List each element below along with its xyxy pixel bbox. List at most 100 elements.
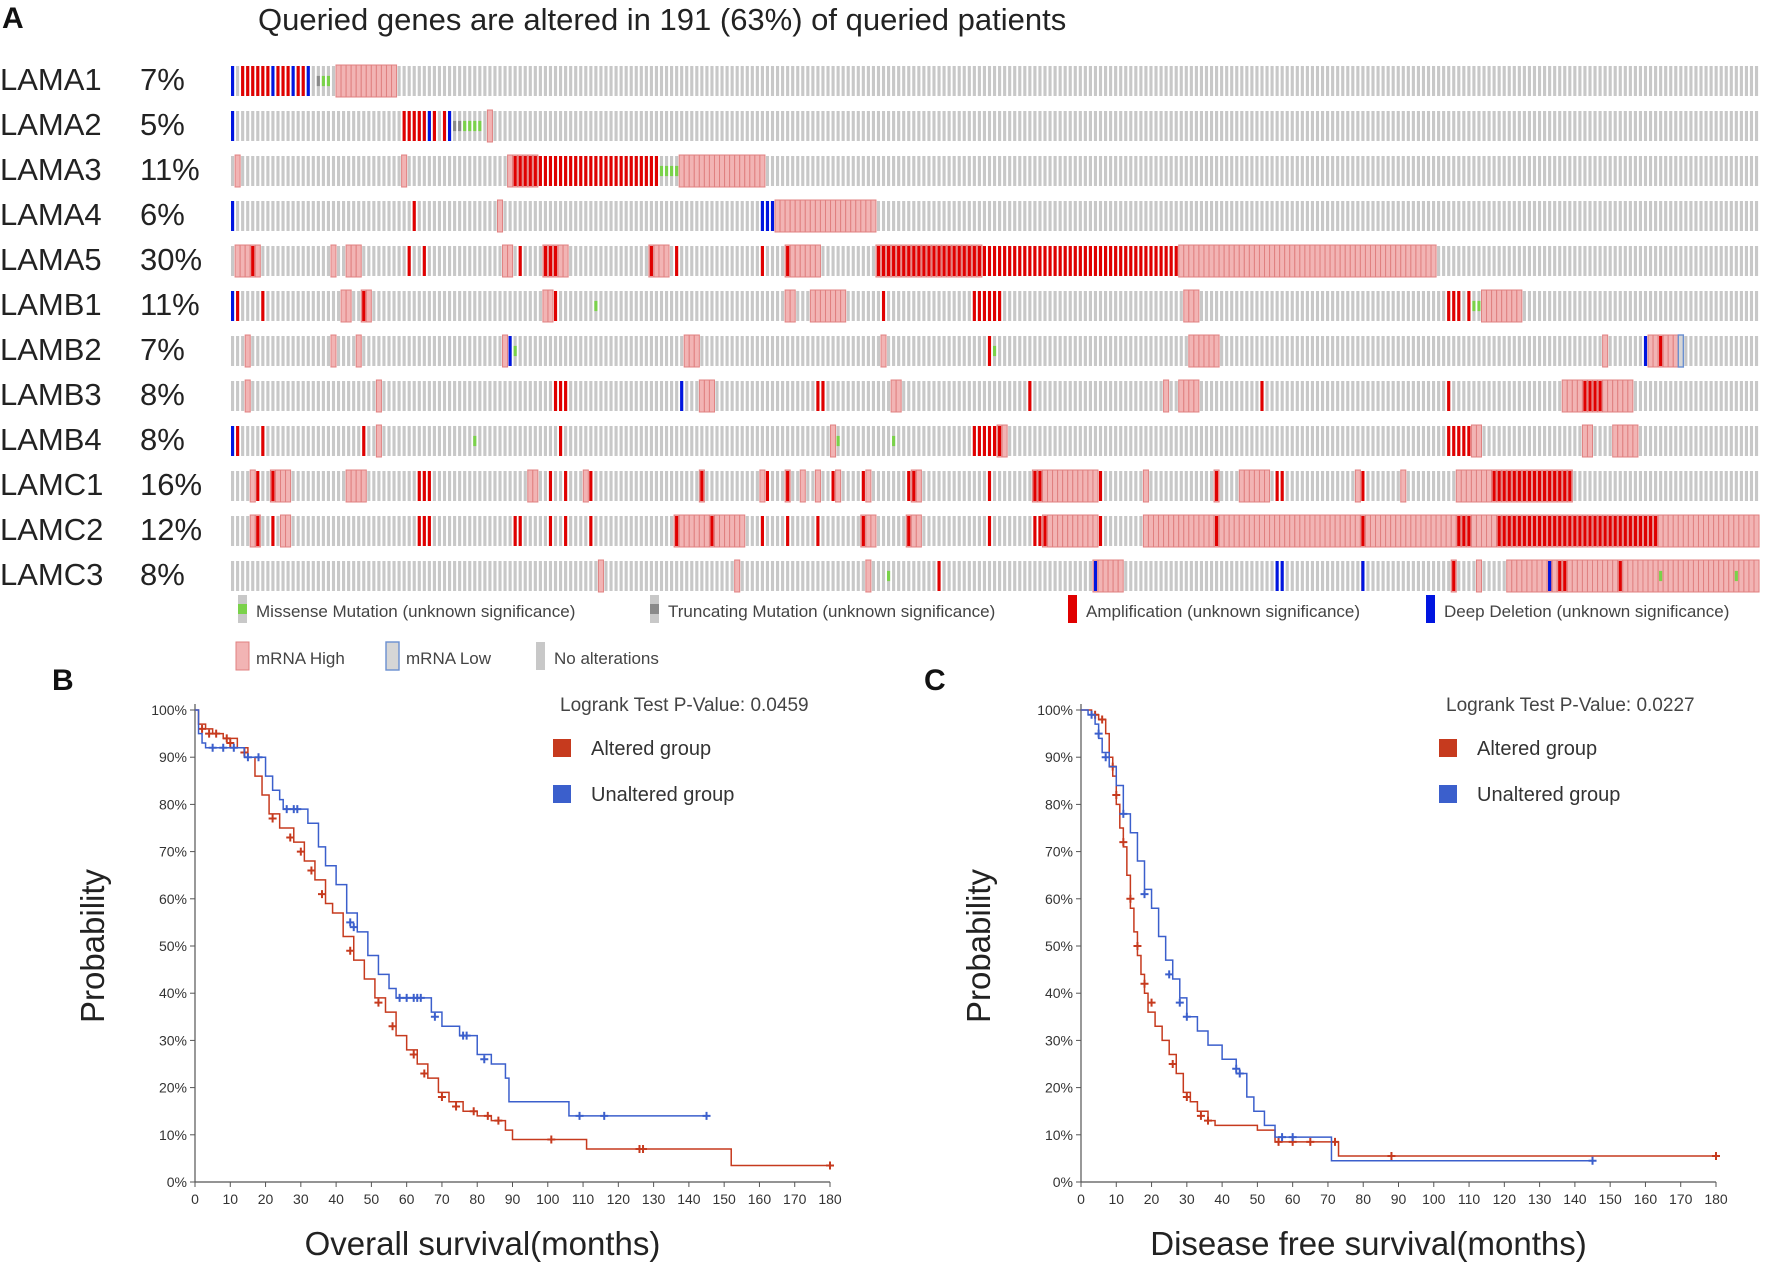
amplification-cell	[1522, 516, 1526, 546]
sample-cell	[1093, 336, 1098, 366]
sample-cell	[1255, 201, 1259, 231]
sample-cell	[1558, 381, 1562, 411]
amplification-cell	[786, 471, 790, 501]
censor-mark	[1168, 1060, 1177, 1068]
sample-cell	[1507, 201, 1511, 231]
amplification-cell	[927, 246, 931, 276]
sample-cell	[276, 246, 280, 276]
sample-cell	[987, 561, 992, 591]
sample-cell	[1502, 561, 1506, 591]
sample-cell	[1144, 66, 1148, 96]
amplification-cell	[442, 111, 447, 141]
sample-cell	[261, 111, 265, 141]
sample-cell	[1709, 291, 1713, 321]
sample-cell	[478, 291, 482, 321]
sample-cell	[892, 561, 896, 591]
sample-cell	[977, 381, 981, 411]
sample-cell	[387, 336, 391, 366]
sample-cell	[458, 201, 462, 231]
sample-cell	[518, 426, 522, 456]
sample-cell	[1164, 561, 1168, 591]
sample-cell	[1300, 471, 1304, 501]
sample-cell	[907, 156, 911, 186]
sample-cell	[1346, 66, 1350, 96]
sample-cell	[1734, 156, 1738, 186]
mrna-high-cell	[1107, 559, 1114, 593]
sample-cell	[493, 246, 497, 276]
amplification-cell	[422, 111, 426, 141]
gene-label: LAMA4	[0, 197, 102, 232]
sample-cell	[1583, 66, 1587, 96]
sample-cell	[1416, 66, 1420, 96]
amplification-cell	[1447, 381, 1451, 411]
sample-cell	[321, 471, 325, 501]
mrna-high-cell	[1511, 289, 1518, 323]
sample-cell	[861, 426, 865, 456]
amplification-cell	[1553, 516, 1557, 546]
sample-cell	[811, 381, 815, 411]
sample-cell	[1346, 111, 1350, 141]
sample-cell	[1608, 471, 1612, 501]
sample-cell	[1548, 381, 1552, 411]
sample-cell	[952, 336, 956, 366]
sample-cell	[982, 471, 987, 501]
sample-cell	[1351, 381, 1355, 411]
sample-cell	[458, 426, 462, 456]
sample-cell	[1603, 426, 1607, 456]
mrna-high-cell	[1415, 514, 1422, 548]
sample-cell	[1295, 471, 1299, 501]
censor-mark	[1232, 1064, 1241, 1073]
mrna-high-cell	[729, 154, 736, 188]
sample-cell	[1078, 561, 1082, 591]
mrna-high-cell	[1536, 559, 1543, 593]
sample-cell	[1406, 336, 1410, 366]
sample-cell	[437, 471, 442, 501]
sample-cell	[276, 426, 280, 456]
amplification-cell	[881, 246, 886, 276]
sample-cell	[523, 66, 527, 96]
mrna-high-cell	[1314, 244, 1321, 278]
sample-cell	[644, 246, 648, 276]
deep-deletion-cell	[770, 201, 775, 231]
amplification-cell	[1457, 426, 1461, 456]
sample-cell	[982, 516, 987, 546]
sample-cell	[1134, 111, 1138, 141]
sample-cell	[538, 426, 542, 456]
sample-cell	[987, 201, 992, 231]
censor-mark	[702, 1111, 711, 1120]
sample-cell	[316, 561, 320, 591]
sample-cell	[1583, 471, 1587, 501]
sample-cell	[881, 471, 886, 501]
sample-cell	[1144, 291, 1148, 321]
mrna-high-cell	[1728, 559, 1735, 593]
sample-cell	[1315, 156, 1320, 186]
sample-cell	[1714, 201, 1718, 231]
sample-cell	[1088, 291, 1092, 321]
sample-cell	[1371, 471, 1375, 501]
sample-cell	[927, 516, 931, 546]
amplification-cell	[402, 111, 406, 141]
sample-cell	[962, 336, 966, 366]
sample-cell	[831, 381, 835, 411]
mrna-high-cell	[1072, 469, 1079, 503]
sample-cell	[680, 426, 684, 456]
sample-cell	[1744, 291, 1748, 321]
amplification-cell	[1568, 516, 1572, 546]
sample-cell	[281, 561, 285, 591]
sample-cell	[1290, 561, 1294, 591]
amplification-cell	[1033, 471, 1037, 501]
sample-cell	[821, 516, 825, 546]
mrna-high-cell	[1501, 289, 1508, 323]
sample-cell	[1664, 66, 1668, 96]
sample-cell	[745, 516, 749, 546]
sample-cell	[1331, 201, 1335, 231]
sample-cell	[1426, 201, 1431, 231]
deep-deletion-cell	[680, 381, 684, 411]
mrna-high-cell	[1264, 244, 1271, 278]
mrna-high-cell	[1178, 514, 1185, 548]
sample-cell	[1078, 336, 1082, 366]
sample-cell	[1532, 66, 1537, 96]
missense-cell	[675, 165, 679, 177]
sample-cell	[786, 336, 790, 366]
mrna-high-cell	[1193, 334, 1200, 368]
